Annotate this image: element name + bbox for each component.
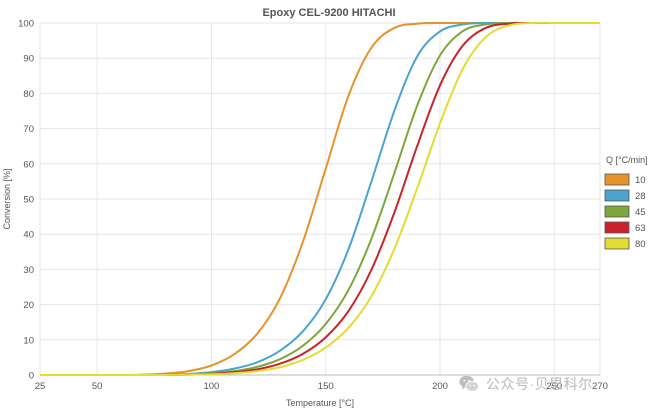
x-axis-title: Temperature [°C]: [286, 398, 354, 408]
y-tick-label: 80: [23, 89, 34, 100]
y-tick-label: 20: [23, 300, 34, 311]
legend-title: Q [°C/min]: [606, 155, 648, 165]
watermark-text: 公众号·贝思科尔: [486, 376, 593, 392]
series-lines: [39, 21, 600, 377]
y-tick-label: 0: [29, 371, 34, 382]
x-tick-label: 100: [203, 381, 219, 392]
y-tick-label: 30: [23, 265, 34, 276]
legend-label-63: 63: [635, 223, 646, 234]
y-axis-ticks: 0 10 20 30 40 50 60 70 80 90 100: [18, 19, 34, 382]
x-tick-label: 25: [35, 381, 46, 392]
y-tick-label: 70: [23, 124, 34, 135]
legend-label-80: 80: [635, 239, 646, 250]
legend-label-10: 10: [635, 175, 646, 186]
y-tick-label: 100: [18, 19, 34, 30]
legend-label-45: 45: [635, 207, 646, 218]
x-tick-label: 270: [592, 381, 608, 392]
y-tick-label: 50: [23, 195, 34, 206]
x-tick-label: 50: [92, 381, 103, 392]
watermark: 公众号·贝思科尔: [458, 372, 593, 396]
legend-label-28: 28: [635, 191, 646, 202]
legend-swatch-63: [604, 221, 630, 234]
y-tick-label: 90: [23, 54, 34, 65]
x-axis-ticks: 25 50 100 150 200 250 270: [35, 381, 608, 392]
legend-swatch-28: [604, 189, 630, 202]
y-axis-title: Conversion [%]: [2, 168, 12, 229]
y-tick-label: 40: [23, 230, 34, 241]
wechat-icon: [459, 375, 480, 392]
grid: [39, 22, 601, 376]
series-line-80: [40, 21, 600, 377]
y-tick-label: 60: [23, 159, 34, 170]
y-tick-label: 10: [23, 335, 34, 346]
legend: Q [°C/min] 10 28 45 63 80: [604, 155, 648, 250]
legend-swatch-80: [604, 237, 630, 250]
x-tick-label: 250: [546, 381, 562, 392]
x-tick-label: 200: [432, 381, 448, 392]
chart-title: Epoxy CEL-9200 HITACHI: [262, 7, 395, 19]
legend-swatch-10: [604, 173, 630, 186]
x-tick-label: 150: [318, 381, 334, 392]
legend-swatch-45: [604, 205, 630, 218]
